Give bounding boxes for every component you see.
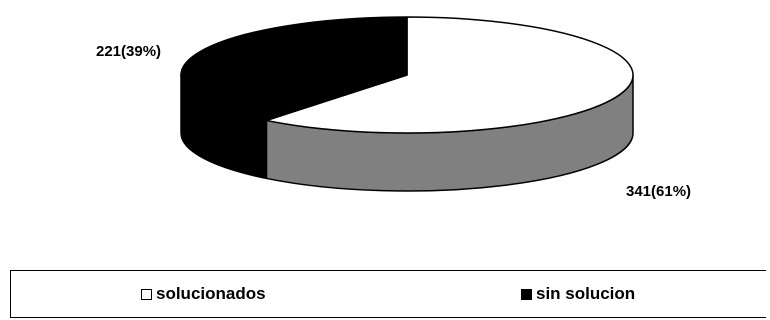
legend-item-sin-solucion: sin solucion: [521, 284, 635, 304]
legend-label-sin-solucion: sin solucion: [536, 284, 636, 303]
legend-label-solucionados: solucionados: [156, 284, 266, 303]
data-label-sin-solucion: 221(39%): [96, 43, 161, 60]
legend-swatch-solucionados: [141, 288, 152, 300]
slice-top-solucionados: [265, 16, 634, 134]
legend-swatch-sin-solucion: [521, 288, 532, 300]
pie-chart: 341(61%) 221(39%): [96, 16, 691, 200]
legend: solucionados sin solucion: [10, 270, 766, 318]
slice-top-sin-solucion: [180, 16, 408, 122]
legend-item-solucionados: solucionados: [141, 284, 266, 304]
data-label-solucionados: 341(61%): [626, 183, 691, 200]
